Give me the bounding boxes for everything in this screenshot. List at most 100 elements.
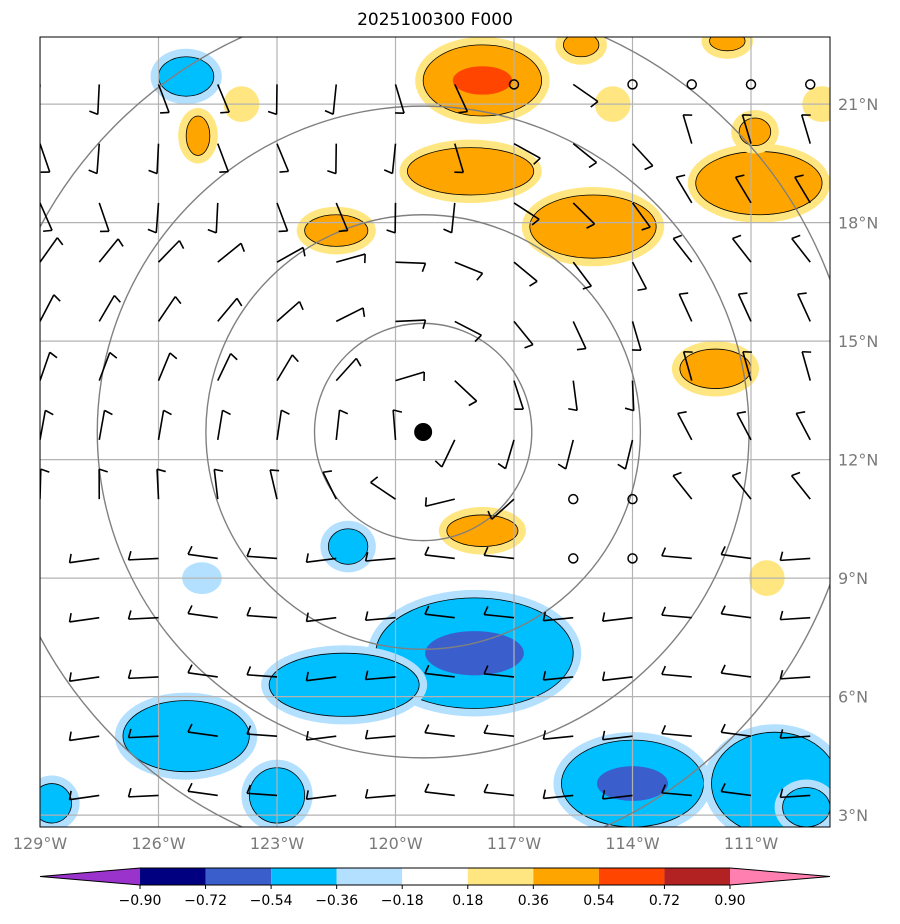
wind-barb — [568, 380, 578, 412]
calm-wind-marker — [805, 79, 816, 90]
wind-barb — [675, 174, 693, 204]
wind-barb — [213, 468, 224, 500]
wind-barb — [617, 439, 634, 470]
wind-barb — [148, 143, 160, 175]
calm-wind-marker — [686, 79, 697, 90]
wind-barb — [424, 546, 455, 560]
wind-barb — [395, 371, 426, 382]
wind-barb — [424, 497, 455, 508]
positive-anomaly-region — [415, 37, 550, 124]
wind-barb — [246, 606, 278, 619]
colorbar-segment — [533, 868, 599, 885]
wind-barb — [779, 788, 811, 799]
wind-barb — [661, 606, 692, 619]
range-ring — [96, 105, 750, 759]
wind-barb — [720, 605, 752, 619]
calm-wind-marker — [627, 553, 638, 564]
latitude-tick-label: 6°N — [838, 688, 868, 707]
wind-barbs-layer — [40, 79, 816, 801]
wind-barb — [572, 321, 587, 351]
colorbar-segment — [664, 868, 730, 885]
wind-barb — [40, 84, 41, 96]
wind-barb — [40, 616, 41, 618]
wind-barb — [364, 552, 396, 562]
positive-anomaly-region — [399, 139, 542, 203]
storm-center-marker — [414, 423, 433, 441]
wind-barb — [383, 143, 397, 175]
latitude-tick-label: 21°N — [838, 95, 878, 114]
wind-barb — [661, 725, 692, 737]
wind-barb — [795, 411, 811, 441]
wind-barb — [737, 292, 752, 322]
negative-anomaly-region — [320, 520, 376, 573]
longitude-tick-label: 123°W — [250, 834, 305, 853]
wind-barb — [68, 553, 100, 564]
colorbar-segment — [336, 868, 403, 885]
wind-barb — [424, 724, 455, 737]
colorbar-segment — [467, 868, 534, 885]
longitude-tick-label: 120°W — [368, 834, 423, 853]
colorbar-tick-label: −0.36 — [315, 893, 358, 909]
wind-barb — [187, 605, 218, 619]
wind-barb — [394, 84, 405, 114]
wind-barb — [217, 143, 230, 173]
wind-barb — [720, 546, 752, 560]
wind-barb — [335, 307, 366, 323]
wind-barb — [682, 350, 693, 381]
wind-barb — [434, 439, 456, 468]
wind-barb — [157, 352, 178, 381]
wind-barb — [305, 790, 337, 801]
wind-barb — [327, 143, 338, 175]
wind-barb — [513, 202, 540, 226]
colorbar-extend-high — [730, 868, 830, 885]
wind-barb — [40, 794, 41, 796]
wind-barb — [542, 789, 574, 800]
wind-barb — [98, 468, 108, 500]
wind-barb — [98, 202, 110, 233]
colorbar-tick-label: −0.54 — [250, 893, 293, 909]
range-rings — [40, 37, 830, 827]
colorbar-tick-label: 0.54 — [583, 893, 614, 909]
wind-barb — [661, 665, 692, 678]
wind-barb — [395, 319, 427, 329]
wind-barb — [207, 202, 219, 234]
wind-barb — [601, 671, 633, 682]
wind-barb — [276, 354, 299, 382]
longitude-tick-label: 129°W — [13, 834, 68, 853]
wind-barb — [672, 234, 693, 263]
wind-barb — [276, 300, 304, 322]
wind-barb — [40, 237, 64, 263]
positive-anomaly-region — [671, 341, 759, 397]
wind-barb — [483, 546, 515, 560]
negative-anomaly-region — [261, 645, 428, 725]
wind-barb — [513, 261, 538, 287]
wind-barb — [557, 439, 575, 470]
wind-barb — [779, 729, 811, 739]
wind-barb — [157, 409, 172, 441]
wind-barb — [497, 439, 515, 470]
wind-barb — [276, 202, 289, 233]
wind-barb — [779, 610, 811, 621]
wind-barb — [364, 729, 396, 740]
wind-barb — [267, 84, 278, 116]
wind-barb — [305, 553, 337, 564]
positive-anomaly-region — [555, 37, 607, 65]
wind-barb — [89, 84, 101, 116]
wind-barb — [246, 725, 278, 737]
wind-barb — [731, 471, 752, 500]
colorbar-segment — [598, 868, 665, 885]
colorbar-tick-label: 0.90 — [714, 893, 745, 909]
wind-barb — [443, 202, 456, 234]
map-plot-area[interactable] — [0, 0, 858, 867]
longitude-tick-label: 111°W — [724, 834, 779, 853]
wind-barb — [454, 380, 478, 407]
wind-barb — [364, 670, 396, 681]
negative-anomaly-region — [150, 48, 222, 105]
wind-barb — [336, 253, 366, 264]
wind-barb — [147, 202, 160, 234]
longitude-tick-label: 117°W — [487, 834, 542, 853]
figure-title: 2025100300 F000 — [357, 10, 513, 30]
wind-barb — [127, 610, 159, 620]
wind-barb — [364, 789, 396, 799]
wind-barb — [661, 784, 692, 797]
